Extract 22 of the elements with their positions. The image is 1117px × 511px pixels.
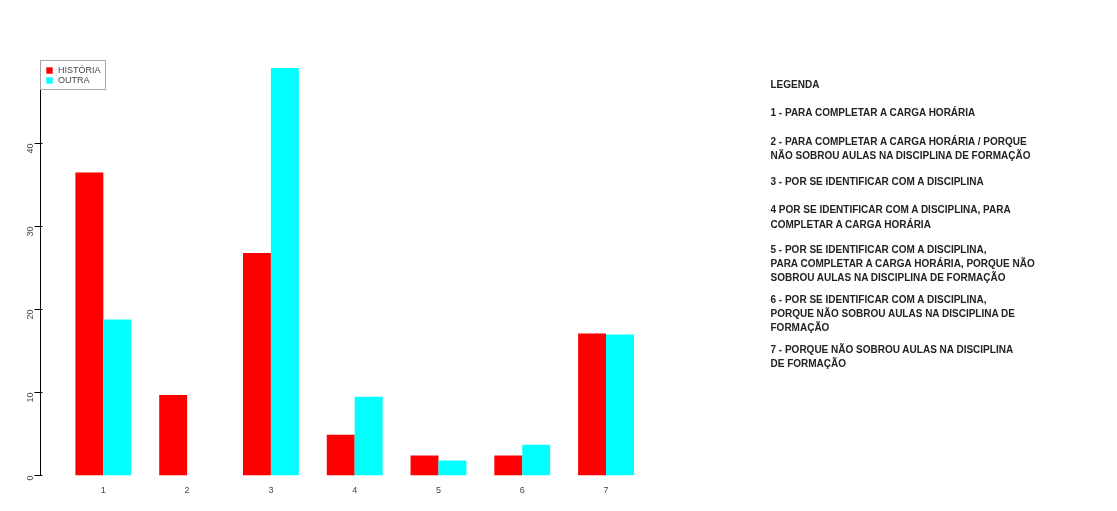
x-tick-label: 5 (435, 484, 441, 495)
y-tick-label: 10 (24, 392, 35, 403)
text: LEGENDA (770, 78, 820, 90)
y-tick-label: 20 (24, 309, 35, 320)
text: 4 POR SE IDENTIFICAR COM A DISCIPLINA, PARA COMPLETAR A CARGA HORÁRIA (770, 204, 1011, 230)
x-tick-label: 7 (603, 484, 609, 495)
legend-label: HISTÓRIA (58, 65, 101, 75)
text: 1 - PARA COMPLETAR A CARGA HORÁRIA (770, 106, 976, 119)
legend-label: OUTRA (58, 75, 90, 85)
x-tick-label: 3 (268, 484, 274, 495)
x-tick-label: 6 (519, 484, 525, 495)
text: 5 - POR SE IDENTIFICAR COM A DISCIPLINA, PARA COMPLETAR A CARGA HORÁRIA, PORQUE NÃO SOBROU AULAS NA DISCIPLINA DE FORMAÇÃO (770, 243, 1035, 284)
text: 7 - PORQUE NÃO SOBROU AULAS NA DISCIPLINA DE FORMAÇÃO (770, 343, 1014, 370)
y-tick-label: 0 (24, 475, 35, 481)
y-tick-label: 40 (24, 143, 35, 154)
text: 2 - PARA COMPLETAR A CARGA HORÁRIA / PORQUE NÃO SOBROU AULAS NA DISCIPLINA DE FORMAÇÃO (770, 135, 1031, 162)
text: 6 - POR SE IDENTIFICAR COM A DISCIPLINA, PORQUE NÃO SOBROU AULAS NA DISCIPLINA DE FORMAÇÃO (770, 293, 1016, 334)
x-tick-label: 4 (352, 484, 358, 495)
y-tick-label: 30 (24, 226, 35, 237)
x-tick-label: 1 (100, 484, 106, 495)
text: 3 - POR SE IDENTIFICAR COM A DISCIPLINA (770, 175, 984, 187)
x-tick-label: 2 (184, 484, 190, 495)
